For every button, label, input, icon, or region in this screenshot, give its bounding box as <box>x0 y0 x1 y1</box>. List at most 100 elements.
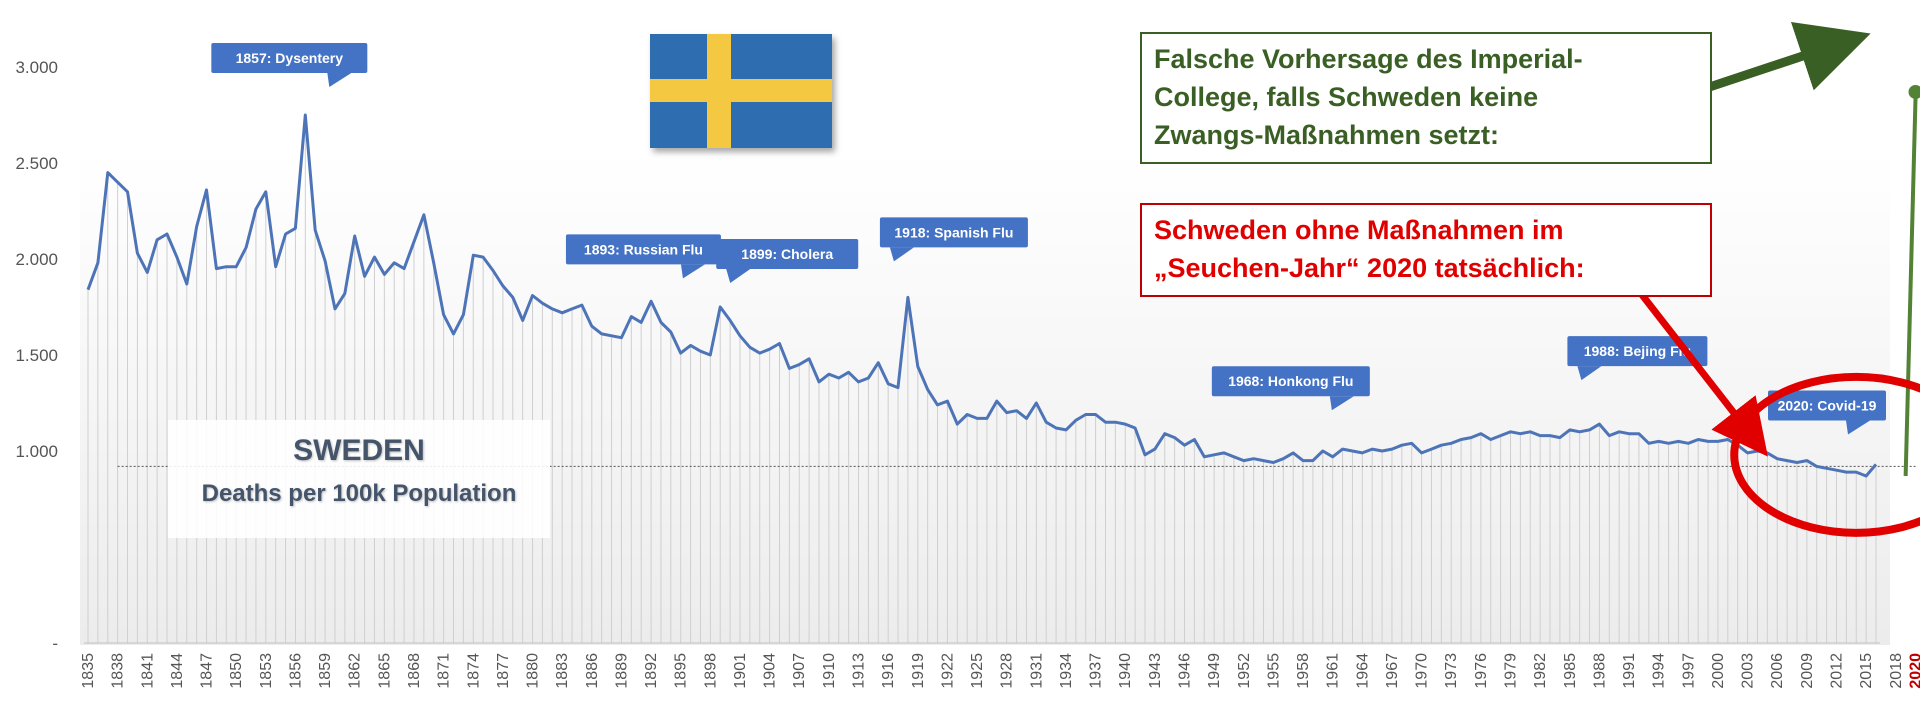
actual-note: Schweden ohne Maßnahmen im „Seuchen-Jahr… <box>1140 203 1712 297</box>
x-tick-label: 1904 <box>762 653 779 689</box>
x-tick-label: 1883 <box>554 653 571 689</box>
x-tick-label: 2000 <box>1710 653 1727 689</box>
callout-label: 1857: Dysentery <box>236 50 344 66</box>
x-tick-label: 1871 <box>436 653 453 689</box>
x-tick-label: 2006 <box>1769 653 1786 689</box>
x-tick-label: 1991 <box>1621 653 1638 689</box>
forecast-line <box>1903 97 1918 477</box>
x-tick-label: 1994 <box>1651 653 1668 689</box>
x-tick-label: 1835 <box>80 653 97 689</box>
chart-title-box: SWEDEN Deaths per 100k Population <box>168 420 550 538</box>
y-tick-label: 2.000 <box>15 250 58 269</box>
callout-box <box>1768 390 1886 421</box>
chart-subtitle: Deaths per 100k Population <box>201 480 517 507</box>
x-tick-label: 1967 <box>1384 653 1401 689</box>
x-tick-label: 2018 <box>1888 653 1905 689</box>
x-tick-label: 1913 <box>851 653 868 689</box>
x-tick-label: 1925 <box>969 653 986 689</box>
callout: 1857: Dysentery <box>211 43 368 87</box>
x-tick-label: 1961 <box>1325 653 1342 689</box>
x-tick-label: 1985 <box>1562 653 1579 689</box>
callout-pointer <box>1329 396 1354 411</box>
callout-box <box>1211 366 1370 397</box>
callout-label: 1918: Spanish Flu <box>894 224 1013 240</box>
callout: 1893: Russian Flu <box>565 234 721 279</box>
x-tick-label: 1850 <box>228 653 245 689</box>
callout-pointer <box>1577 366 1602 381</box>
x-tick-label: 1922 <box>939 653 956 689</box>
x-tick-label: 2020 <box>1908 653 1920 689</box>
callout-pointer <box>680 264 705 279</box>
x-tick-label: 1973 <box>1443 653 1460 689</box>
series-line <box>86 113 1878 478</box>
x-tick-label: 1949 <box>1206 653 1223 689</box>
callout-label: 1893: Russian Flu <box>584 241 703 257</box>
x-tick-label: 1910 <box>821 653 838 689</box>
x-tick-label: 1937 <box>1088 653 1105 689</box>
x-tick-label: 1982 <box>1532 653 1549 689</box>
chart-title: SWEDEN <box>293 434 425 467</box>
x-tick-label: 1916 <box>880 653 897 689</box>
callout-pointer <box>327 73 352 87</box>
actual-arrow <box>1629 279 1768 457</box>
x-tick-label: 1877 <box>495 653 512 689</box>
x-axis: 1835 1838 1841 1844 1847 1850 1853 1856 1859 1862… <box>80 642 1920 689</box>
x-tick-label: 1859 <box>317 653 334 689</box>
callout: 1918: Spanish Flu <box>879 217 1028 262</box>
callout-pointer <box>1846 420 1870 435</box>
x-tick-label: 1886 <box>584 653 601 689</box>
callout-label: 1968: Honkong Flu <box>1228 373 1353 389</box>
forecast-note-line: College, falls Schweden keine <box>1154 82 1539 112</box>
x-tick-label: 1979 <box>1502 653 1519 689</box>
x-tick-label: 1892 <box>643 653 660 689</box>
x-tick-label: 1865 <box>376 653 393 689</box>
callout-pointer <box>889 247 914 262</box>
callout-label: 1899: Cholera <box>741 246 833 262</box>
callout: 2020: Covid-19 <box>1768 390 1886 435</box>
x-tick-label: 1853 <box>258 653 275 689</box>
callout: 1968: Honkong Flu <box>1211 366 1370 411</box>
y-axis: - 1.000 1.500 2.000 2.500 3.000 <box>15 58 58 653</box>
x-tick-label: 2015 <box>1858 653 1875 689</box>
x-tick-label: 1889 <box>613 653 630 689</box>
forecast-note: Falsche Vorhersage des Imperial- College… <box>1140 32 1712 164</box>
x-tick-label: 1847 <box>199 653 216 689</box>
y-tick-label: 1.000 <box>15 442 58 461</box>
forecast-note-line: Falsche Vorhersage des Imperial- <box>1154 44 1583 74</box>
callout-box <box>716 239 859 269</box>
x-tick-label: 1934 <box>1058 653 1075 689</box>
sweden-flag-icon <box>650 34 832 148</box>
actual-note-line: „Seuchen-Jahr“ 2020 tatsächlich: <box>1154 253 1585 283</box>
x-tick-label: 1952 <box>1236 653 1253 689</box>
callout-label: 2020: Covid-19 <box>1778 397 1877 413</box>
x-tick-label: 1943 <box>1147 653 1164 689</box>
forecast-note-line: Zwangs-Maßnahmen setzt: <box>1154 120 1500 150</box>
callout-box <box>1567 336 1708 367</box>
y-tick-label: 3.000 <box>15 58 58 77</box>
x-tick-label: 1976 <box>1473 653 1490 689</box>
callout: 1899: Cholera <box>716 239 859 283</box>
x-tick-label: 1880 <box>525 653 542 689</box>
x-tick-label: 1868 <box>406 653 423 689</box>
y-tick-label: 1.500 <box>15 346 58 365</box>
x-tick-label: 1907 <box>791 653 808 689</box>
x-tick-label: 1988 <box>1591 653 1608 689</box>
callout-label: 1988: Bejing Flu <box>1584 343 1691 359</box>
x-tick-label: 1844 <box>169 653 186 689</box>
callout-box <box>211 43 368 73</box>
x-tick-label: 1928 <box>999 653 1016 689</box>
x-tick-label: 1919 <box>910 653 927 689</box>
y-tick-label: - <box>52 634 58 653</box>
x-tick-label: 2009 <box>1799 653 1816 689</box>
actual-note-line: Schweden ohne Maßnahmen im <box>1154 215 1564 245</box>
x-tick-label: 1856 <box>287 653 304 689</box>
x-tick-label: 1931 <box>1028 653 1045 689</box>
x-tick-label: 1958 <box>1295 653 1312 689</box>
x-tick-label: 1874 <box>465 653 482 689</box>
callout: 1988: Bejing Flu <box>1567 336 1708 381</box>
x-tick-label: 1895 <box>673 653 690 689</box>
x-tick-label: 2003 <box>1740 653 1757 689</box>
x-tick-label: 1940 <box>1117 653 1134 689</box>
forecast-point <box>1908 84 1920 99</box>
y-tick-label: 2.500 <box>15 154 58 173</box>
